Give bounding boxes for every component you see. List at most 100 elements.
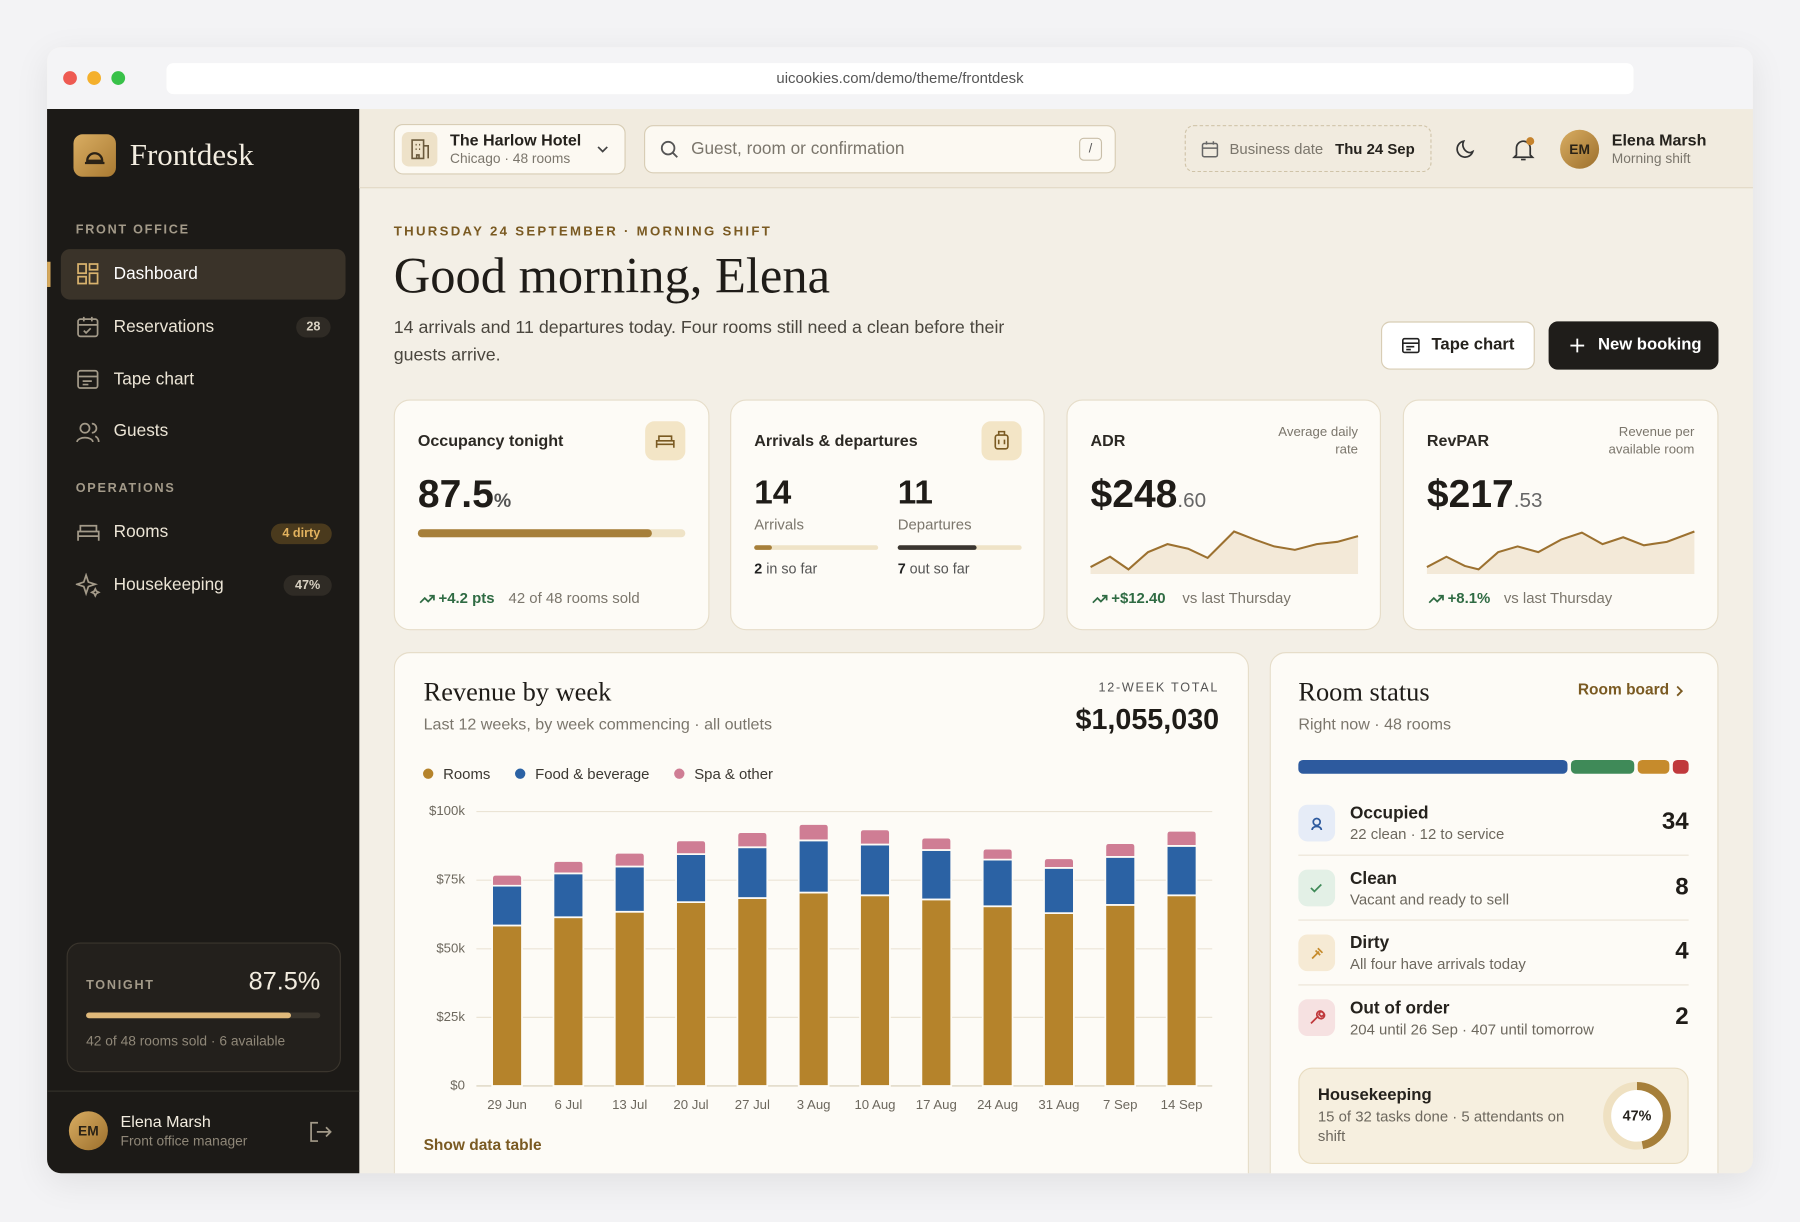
theme-toggle[interactable] bbox=[1454, 138, 1477, 161]
y-tick-label: $50k bbox=[436, 940, 465, 955]
nav-icon bbox=[77, 263, 99, 285]
housekeeping-title: Housekeeping bbox=[1317, 1086, 1432, 1105]
status-count: 8 bbox=[1675, 873, 1689, 900]
search-box[interactable] bbox=[644, 125, 1116, 174]
x-tick-label: 17 Aug bbox=[916, 1097, 957, 1112]
user-role: Front office manager bbox=[120, 1132, 248, 1149]
search-icon bbox=[660, 140, 678, 158]
y-tick-label: $25k bbox=[436, 1009, 465, 1024]
status-segment bbox=[1298, 759, 1568, 774]
sparkline-area bbox=[1090, 531, 1359, 574]
tonight-value: 87.5% bbox=[248, 966, 321, 996]
avatar: EM bbox=[68, 1111, 108, 1151]
minimize-dot[interactable] bbox=[87, 71, 102, 85]
bar-segment bbox=[736, 846, 769, 899]
nav-item[interactable]: Guests bbox=[113, 421, 169, 441]
kpi-label: ADR bbox=[1090, 431, 1126, 450]
nav-icon bbox=[75, 572, 101, 598]
active-indicator bbox=[47, 261, 51, 287]
nav-item[interactable]: Reservations bbox=[113, 316, 215, 337]
nav-badge: 47% bbox=[283, 575, 332, 596]
nav-item[interactable]: Tape chart bbox=[113, 369, 195, 390]
total-label: 12-WEEK TOTAL bbox=[1098, 681, 1220, 695]
bar-segment bbox=[859, 828, 891, 846]
kpi-label: RevPAR bbox=[1426, 431, 1490, 450]
sparkline bbox=[1090, 530, 1359, 571]
kpi-label: Arrivals & departures bbox=[754, 431, 918, 450]
departures-progress: 7 out so far bbox=[898, 561, 970, 578]
hotel-icon bbox=[401, 132, 438, 167]
status-count: 34 bbox=[1661, 808, 1689, 835]
bar-segment bbox=[1043, 866, 1075, 914]
nav-item[interactable]: Housekeeping bbox=[113, 575, 224, 595]
kpi-delta: +4.2 pts bbox=[438, 589, 495, 607]
logo-glyph bbox=[84, 152, 105, 165]
legend-label: Spa & other bbox=[694, 766, 773, 783]
notifications[interactable] bbox=[1510, 135, 1538, 163]
kpi-note: 42 of 48 rooms sold bbox=[508, 589, 640, 607]
card-title: Revenue by week bbox=[423, 677, 612, 707]
bar-segment bbox=[1043, 857, 1075, 869]
kpi-number: $217 bbox=[1426, 472, 1514, 517]
bar-segment bbox=[1104, 856, 1137, 906]
status-name: Dirty bbox=[1349, 933, 1390, 953]
kpi-delta: +8.1% bbox=[1447, 589, 1491, 607]
summary: 14 arrivals and 11 departures today. Fou… bbox=[393, 317, 1005, 366]
nav-item[interactable]: Dashboard bbox=[113, 264, 198, 284]
kpi-note: vs last Thursday bbox=[1503, 589, 1613, 607]
bar-segment bbox=[736, 831, 769, 849]
kpi-note: vs last Thursday bbox=[1182, 589, 1291, 607]
nav-section: OPERATIONS bbox=[75, 481, 176, 496]
legend-label: Rooms bbox=[443, 766, 490, 783]
x-tick-label: 20 Jul bbox=[673, 1097, 708, 1112]
bar-segment bbox=[859, 843, 891, 897]
arrivals-progress: 2 in so far bbox=[754, 561, 817, 578]
x-tick-label: 27 Jul bbox=[735, 1097, 770, 1112]
bar-segment bbox=[1043, 912, 1075, 1087]
button-label: New booking bbox=[1597, 335, 1702, 354]
kpi-value: 87.5% bbox=[418, 471, 511, 518]
maximize-dot[interactable] bbox=[111, 71, 126, 85]
kpi-label: Occupancy tonight bbox=[417, 431, 564, 450]
bar-segment bbox=[797, 891, 830, 1087]
arrivals-done-label: in so far bbox=[766, 560, 818, 577]
kpi-unit: % bbox=[493, 489, 512, 512]
nav-active[interactable] bbox=[60, 249, 346, 300]
bar-segment bbox=[552, 872, 585, 919]
progress-fill bbox=[86, 1012, 292, 1019]
bar-segment bbox=[675, 901, 707, 1087]
departures-label: Departures bbox=[897, 515, 972, 533]
show-table-link[interactable]: Show data table bbox=[423, 1136, 542, 1154]
status-count: 4 bbox=[1675, 937, 1689, 965]
status-name: Occupied bbox=[1349, 803, 1429, 824]
bar-segment bbox=[552, 916, 585, 1087]
logout-icon[interactable] bbox=[308, 1119, 333, 1144]
url-bar[interactable] bbox=[166, 63, 1634, 95]
status-name: Out of order bbox=[1349, 998, 1450, 1018]
nav-icon bbox=[77, 316, 99, 338]
nav-badge: 4 dirty bbox=[270, 523, 332, 545]
x-tick-label: 13 Jul bbox=[612, 1097, 647, 1112]
x-tick-label: 29 Jun bbox=[487, 1097, 527, 1112]
kpi-cents: .53 bbox=[1513, 488, 1543, 512]
room-board-link[interactable]: Room board bbox=[1577, 680, 1670, 698]
legend-swatch bbox=[674, 768, 685, 779]
close-dot[interactable] bbox=[63, 71, 77, 85]
card-subtitle: Right now · 48 rooms bbox=[1298, 714, 1452, 734]
avatar[interactable]: EM bbox=[1560, 129, 1600, 169]
nav-item[interactable]: Rooms bbox=[113, 522, 169, 542]
kpi-number: 87.5 bbox=[417, 472, 494, 517]
arrivals-value: 14 bbox=[754, 474, 792, 512]
progress-track bbox=[754, 545, 879, 550]
departures-done: 7 bbox=[897, 560, 906, 577]
status-segment bbox=[1637, 759, 1670, 774]
tape-chart-button[interactable] bbox=[1380, 321, 1535, 370]
button-label: Tape chart bbox=[1431, 335, 1515, 354]
bar-segment bbox=[1104, 842, 1137, 858]
legend-swatch bbox=[423, 768, 434, 779]
business-date bbox=[1184, 125, 1432, 173]
status-segment bbox=[1672, 759, 1689, 774]
departures-done-label: out so far bbox=[909, 560, 970, 577]
kpi-value: $217.53 bbox=[1427, 471, 1543, 518]
progress-fill bbox=[417, 529, 652, 538]
